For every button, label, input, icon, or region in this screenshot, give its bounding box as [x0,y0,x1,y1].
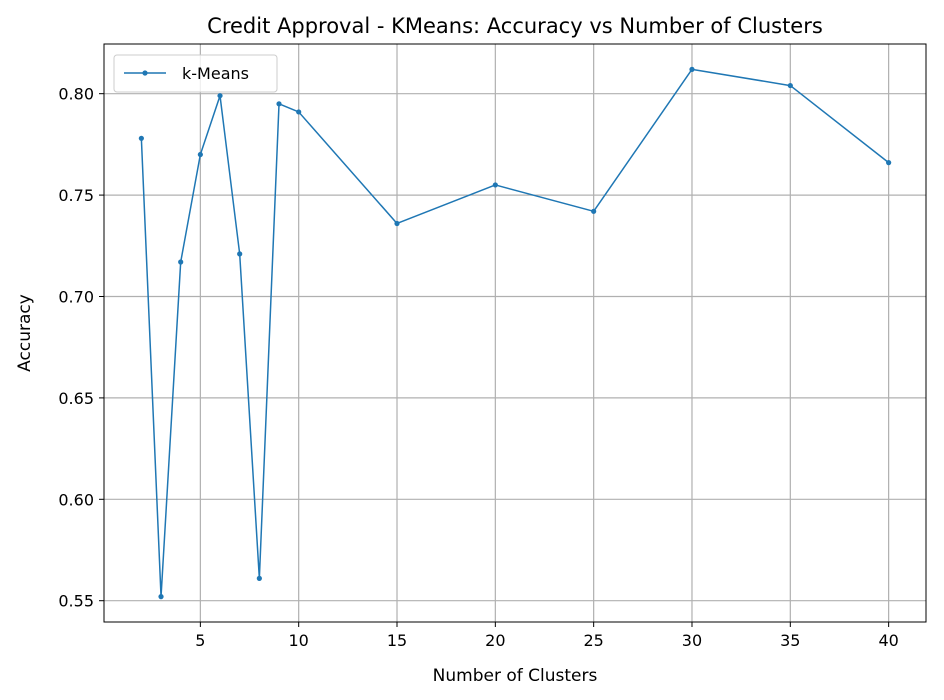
data-point [276,101,282,107]
x-axis-label: Number of Clusters [433,666,598,686]
data-point [256,575,262,581]
y-tick-label: 0.65 [58,389,94,408]
data-point [591,208,597,214]
data-point [394,220,400,227]
grid-lines [104,44,926,622]
legend-label: k-Means [182,64,249,83]
y-tick-label: 0.55 [58,592,94,611]
x-tick-label: 40 [878,631,898,650]
data-point [237,251,243,257]
y-tick-label: 0.75 [58,186,94,205]
data-point [138,135,144,141]
plot-frame [103,43,927,623]
data-point [689,66,695,72]
legend-swatch-marker [142,70,148,76]
y-tick-label: 0.60 [58,490,94,509]
data-point [178,259,184,265]
x-tick-label: 10 [289,631,309,650]
x-axis-ticks: 5 10 15 20 25 30 35 40 [195,622,899,650]
x-tick-label: 15 [387,631,407,650]
y-tick-label: 0.80 [58,85,94,104]
data-point [492,182,498,188]
x-tick-label: 20 [485,631,505,650]
data-point [787,82,793,89]
x-tick-label: 25 [583,631,603,650]
y-axis-ticks: 0.55 0.60 0.65 0.70 0.75 0.80 [58,85,104,611]
data-point [296,109,302,115]
x-tick-label: 5 [195,631,205,650]
legend: k-Means [113,54,278,93]
series-line [140,68,890,598]
data-point [158,594,164,600]
data-point [217,93,223,99]
y-tick-label: 0.70 [58,287,94,306]
x-tick-label: 35 [780,631,800,650]
legend-box [113,54,278,93]
data-point [886,160,892,166]
series-layer [138,66,892,600]
x-tick-label: 30 [682,631,702,650]
y-axis-label: Accuracy [15,294,35,372]
data-point [197,151,203,158]
chart-title: Credit Approval - KMeans: Accuracy vs Nu… [207,14,823,38]
